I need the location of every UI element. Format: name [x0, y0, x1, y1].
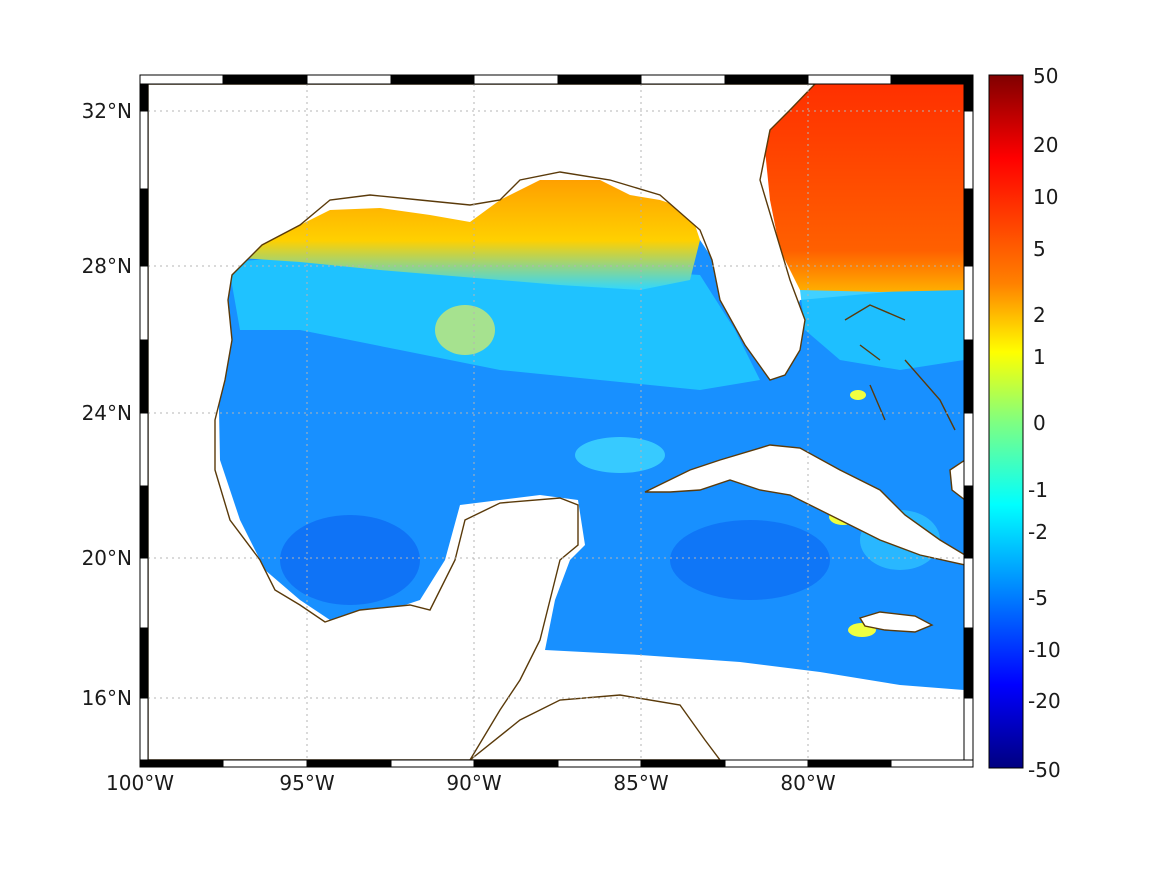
colorbar-tick-label: 0: [1033, 411, 1046, 435]
colorbar-tick-label: -20: [1028, 689, 1061, 713]
colorbar-tick-label: 50: [1033, 64, 1058, 88]
cyan-band-atlantic: [800, 285, 964, 370]
colorbar: 50 20 10 5 2 1 0 -1 -2 -5 -10 -20 -50: [988, 64, 1061, 782]
land-hispaniola-edge: [949, 459, 964, 501]
x-tick-label: 100°W: [106, 771, 174, 795]
x-tick-label: 95°W: [279, 771, 334, 795]
deep-blue-patch-caribbean: [670, 520, 830, 600]
y-axis-tick-labels: 32°N 28°N 24°N 20°N 16°N: [82, 99, 132, 710]
land-areas: [148, 84, 964, 760]
atlantic-warm-region: [765, 84, 964, 292]
colorbar-tick-label: -1: [1028, 478, 1048, 502]
y-tick-label: 24°N: [82, 401, 132, 425]
colorbar-tick-label: 2: [1033, 303, 1046, 327]
land-central-america: [468, 694, 721, 760]
deep-blue-patch-gulf: [280, 515, 420, 605]
x-tick-label: 85°W: [613, 771, 668, 795]
land-jamaica: [858, 611, 934, 633]
ocean-data-field: [218, 84, 964, 690]
colorbar-tick-label: 1: [1033, 345, 1046, 369]
y-tick-label: 20°N: [82, 546, 132, 570]
cyan-patch-caribbean: [575, 437, 665, 473]
land-cuba: [644, 444, 964, 566]
x-tick-label: 80°W: [780, 771, 835, 795]
colorbar-tick-label: -50: [1028, 758, 1061, 782]
colorbar-tick-label: -2: [1028, 520, 1048, 544]
x-axis-tick-labels: 100°W 95°W 90°W 85°W 80°W: [106, 771, 836, 795]
y-tick-label: 32°N: [82, 99, 132, 123]
colorbar-tick-label: -10: [1028, 638, 1061, 662]
yellow-patch-bahamas: [850, 390, 866, 400]
north-gulf-warm-band: [240, 180, 700, 290]
map-frame: [139, 74, 974, 768]
land-north-america: [148, 84, 816, 760]
y-tick-label: 28°N: [82, 254, 132, 278]
yellow-patch-central-gulf: [435, 305, 495, 355]
x-tick-label: 90°W: [446, 771, 501, 795]
colorbar-tick-label: 20: [1033, 133, 1058, 157]
colorbar-tick-label: -5: [1028, 586, 1048, 610]
map-grid: [148, 84, 964, 760]
colorbar-tick-label: 10: [1033, 185, 1058, 209]
land-bahamas: [844, 304, 956, 431]
y-tick-label: 16°N: [82, 686, 132, 710]
colorbar-gradient: [988, 74, 1024, 769]
colorbar-tick-label: 5: [1033, 237, 1046, 261]
